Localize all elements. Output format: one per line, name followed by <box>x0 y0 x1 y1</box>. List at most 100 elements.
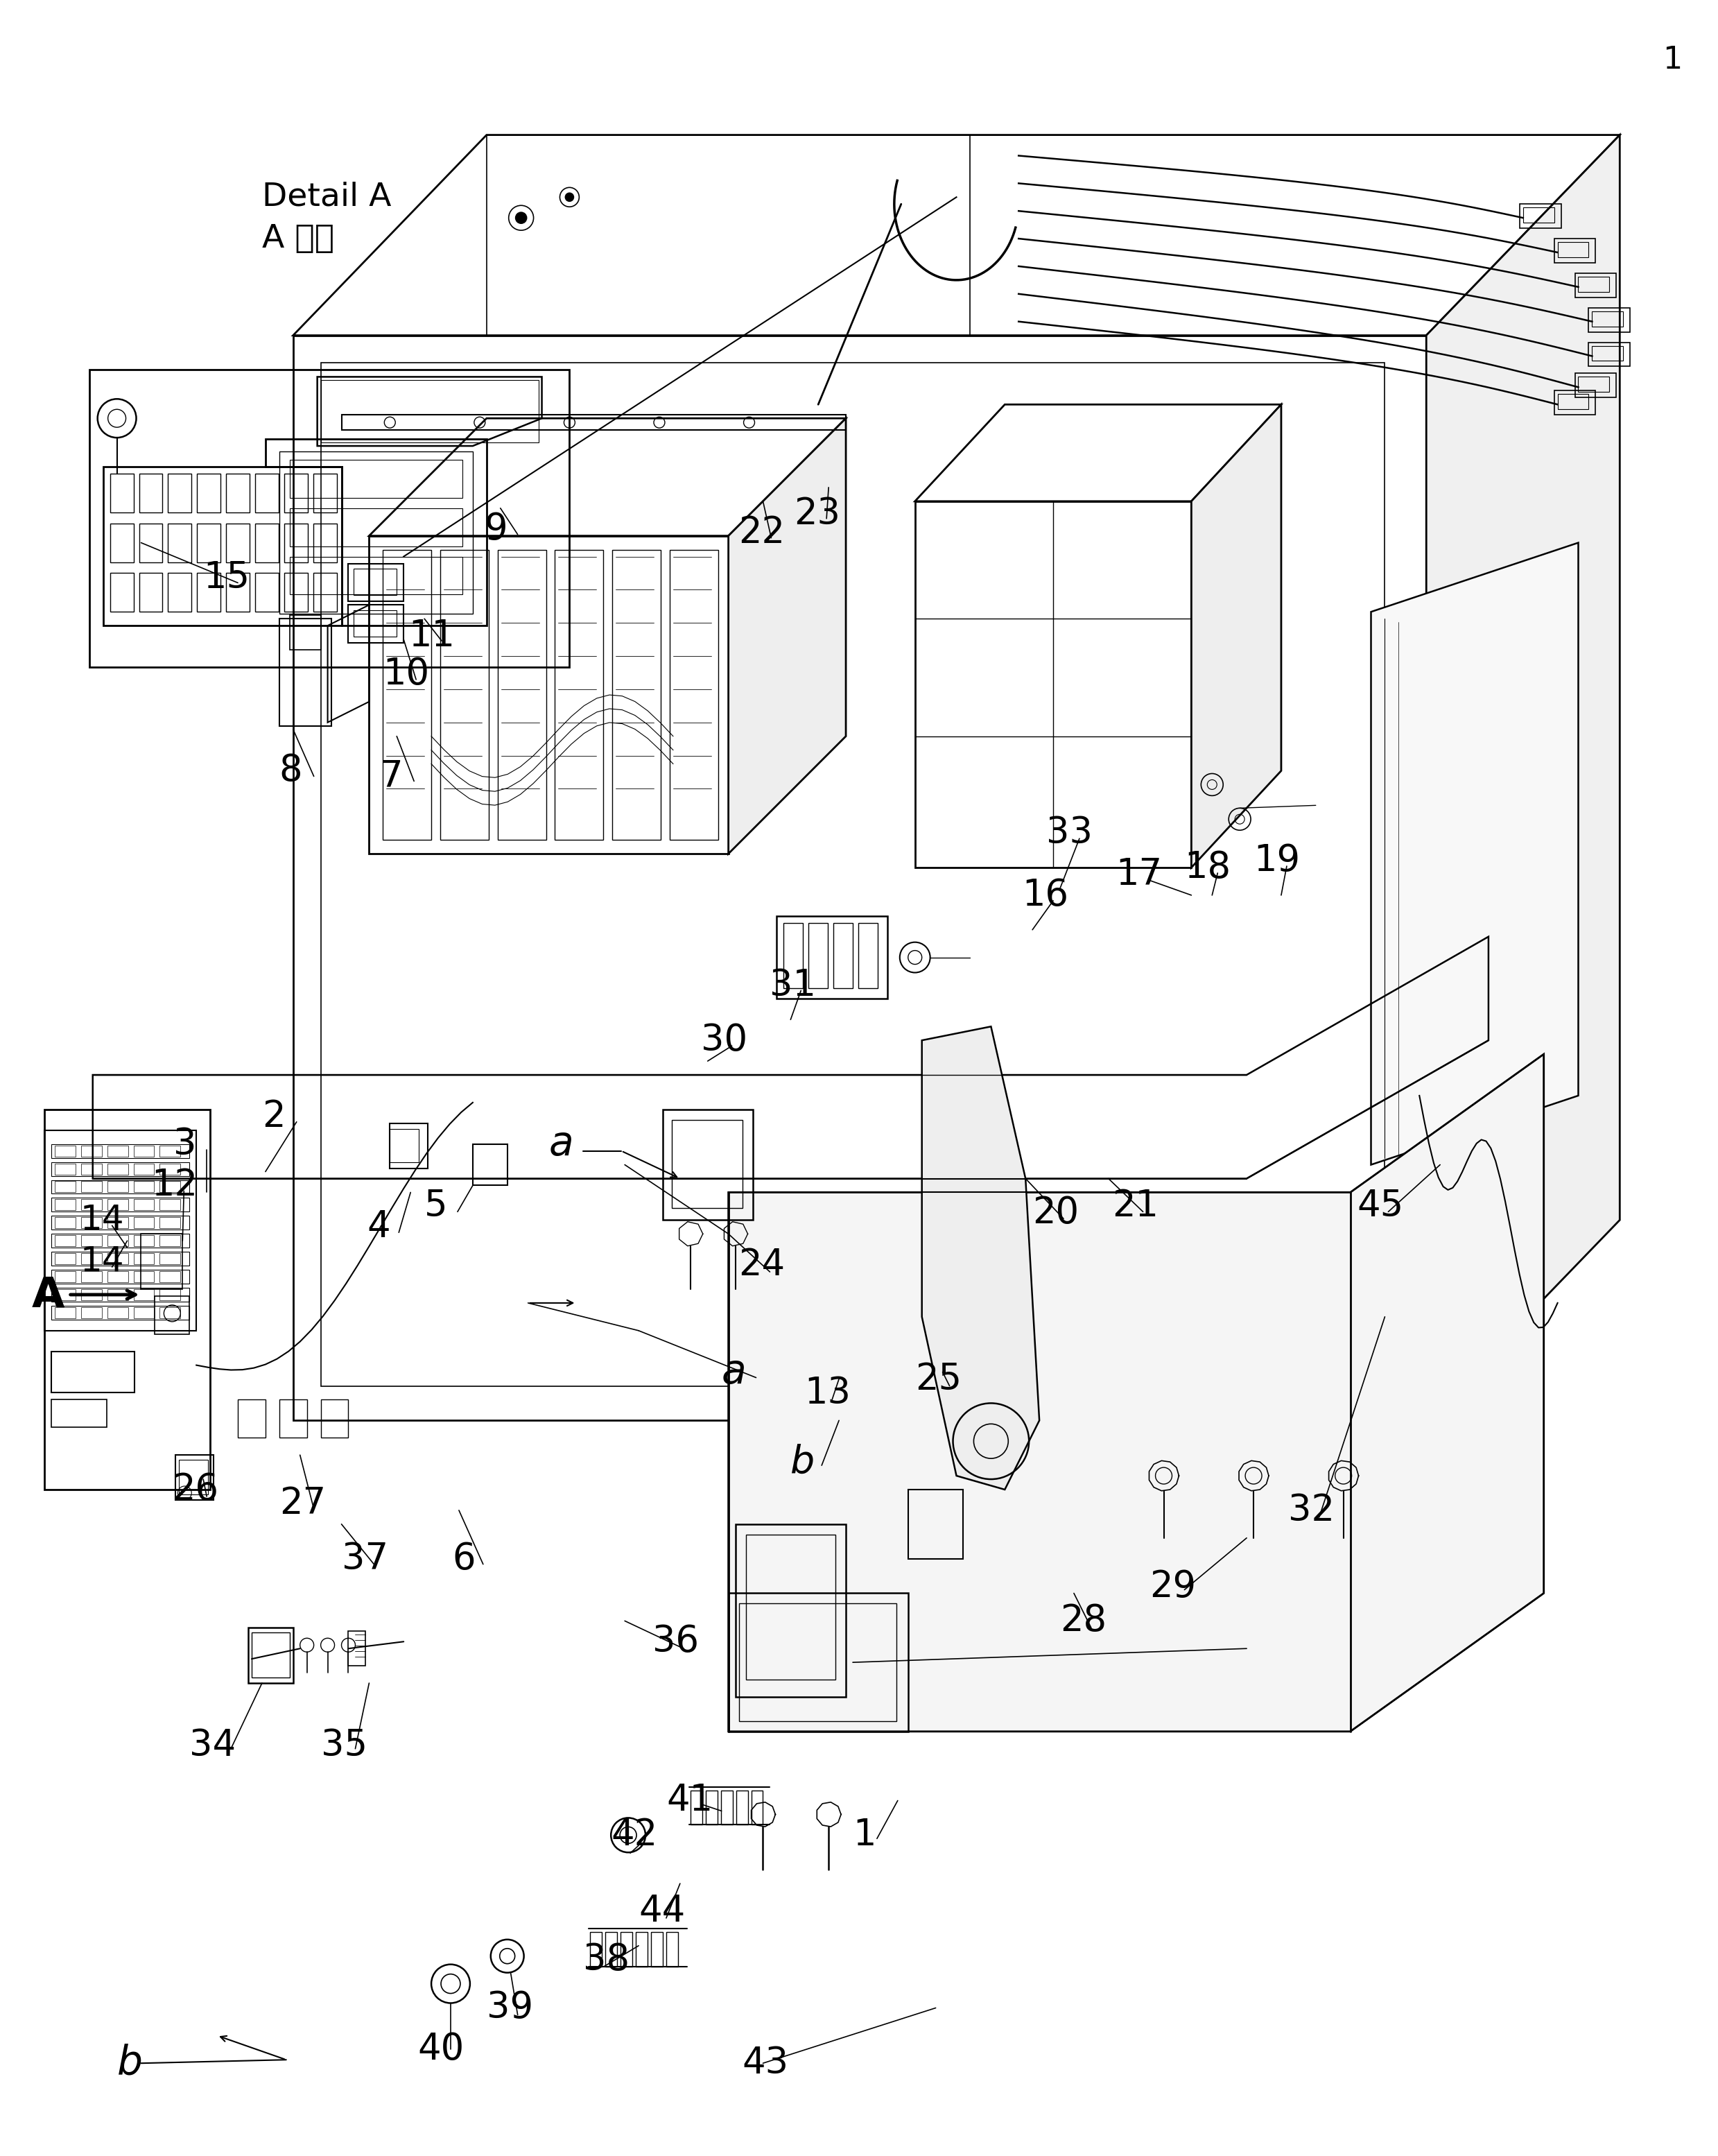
Bar <box>110 573 134 612</box>
Text: 25: 25 <box>916 1360 962 1397</box>
Bar <box>107 1164 127 1175</box>
Bar <box>134 1307 155 1317</box>
Bar <box>783 923 802 987</box>
Bar <box>290 556 462 595</box>
Bar <box>198 524 220 563</box>
Bar <box>134 1218 155 1229</box>
Bar <box>139 474 163 513</box>
Bar <box>160 1218 180 1229</box>
Bar <box>134 1181 155 1192</box>
Bar <box>1555 390 1596 414</box>
Bar <box>168 474 191 513</box>
Text: 42: 42 <box>612 1818 658 1854</box>
Text: 39: 39 <box>486 1990 533 2027</box>
Bar <box>139 573 163 612</box>
Text: 21: 21 <box>1112 1188 1158 1225</box>
Bar <box>670 550 718 841</box>
Text: 37: 37 <box>342 1542 388 1576</box>
Text: b: b <box>117 2044 143 2083</box>
Bar <box>354 569 397 595</box>
Text: 1: 1 <box>852 1818 876 1854</box>
Bar <box>1524 207 1555 222</box>
Bar <box>160 1235 180 1246</box>
Bar <box>227 573 249 612</box>
Text: 14: 14 <box>81 1203 124 1238</box>
Bar <box>52 1179 189 1194</box>
Text: Detail A: Detail A <box>263 181 392 213</box>
Text: 20: 20 <box>1033 1194 1079 1231</box>
Bar <box>107 1145 127 1156</box>
Bar <box>667 1932 679 1966</box>
Text: 1: 1 <box>1663 45 1682 75</box>
Bar <box>612 550 661 841</box>
Bar <box>55 1272 76 1283</box>
Text: 19: 19 <box>1254 843 1301 880</box>
Bar <box>179 1460 208 1494</box>
Bar <box>168 573 191 612</box>
Text: 8: 8 <box>280 752 302 789</box>
Bar <box>175 1455 213 1501</box>
Bar <box>636 1932 648 1966</box>
Bar <box>81 1253 101 1263</box>
Text: A: A <box>33 1276 65 1317</box>
Bar <box>81 1289 101 1300</box>
Bar <box>198 474 220 513</box>
Bar <box>227 474 249 513</box>
Bar <box>81 1164 101 1175</box>
Text: 3: 3 <box>174 1125 198 1162</box>
Polygon shape <box>728 418 845 854</box>
Bar <box>107 1199 127 1210</box>
Polygon shape <box>728 1054 1544 1731</box>
Text: 26: 26 <box>172 1473 218 1507</box>
Text: 31: 31 <box>770 968 816 1003</box>
Bar <box>134 1199 155 1210</box>
Bar <box>1589 343 1630 367</box>
Bar <box>254 573 278 612</box>
Bar <box>81 1218 101 1229</box>
Text: 40: 40 <box>417 2031 464 2068</box>
Bar <box>321 362 1385 1386</box>
Bar <box>52 1162 189 1175</box>
Bar <box>283 474 308 513</box>
Bar <box>472 1145 507 1186</box>
Text: 11: 11 <box>409 619 455 653</box>
Bar <box>134 1272 155 1283</box>
Bar <box>1593 310 1624 326</box>
Bar <box>155 1296 189 1335</box>
Text: 14: 14 <box>81 1244 124 1279</box>
Bar <box>349 606 404 642</box>
Text: a: a <box>548 1123 574 1164</box>
Bar <box>134 1164 155 1175</box>
Bar <box>55 1164 76 1175</box>
Bar <box>52 1287 189 1302</box>
Text: 5: 5 <box>424 1188 448 1225</box>
Polygon shape <box>1191 405 1282 867</box>
Bar <box>139 524 163 563</box>
Bar <box>728 1593 909 1731</box>
Bar <box>313 524 337 563</box>
Bar <box>1589 308 1630 332</box>
Bar <box>52 1199 189 1212</box>
Bar <box>809 923 828 987</box>
Bar <box>198 573 220 612</box>
Bar <box>55 1307 76 1317</box>
Bar <box>342 414 845 429</box>
Bar <box>777 916 886 998</box>
Text: 13: 13 <box>804 1376 850 1410</box>
Bar <box>81 1307 101 1317</box>
Text: A 詳細: A 詳細 <box>263 222 335 254</box>
Bar <box>354 610 397 636</box>
Bar <box>52 1233 189 1248</box>
Bar <box>290 614 321 649</box>
Bar <box>107 1253 127 1263</box>
Bar <box>52 1216 189 1229</box>
Text: 41: 41 <box>667 1783 713 1820</box>
Bar <box>107 1218 127 1229</box>
Bar <box>651 1932 663 1966</box>
Bar <box>833 923 852 987</box>
Bar <box>390 1130 419 1162</box>
Bar <box>55 1218 76 1229</box>
Bar <box>383 550 431 841</box>
Text: 34: 34 <box>189 1727 235 1764</box>
Bar <box>237 1399 266 1438</box>
